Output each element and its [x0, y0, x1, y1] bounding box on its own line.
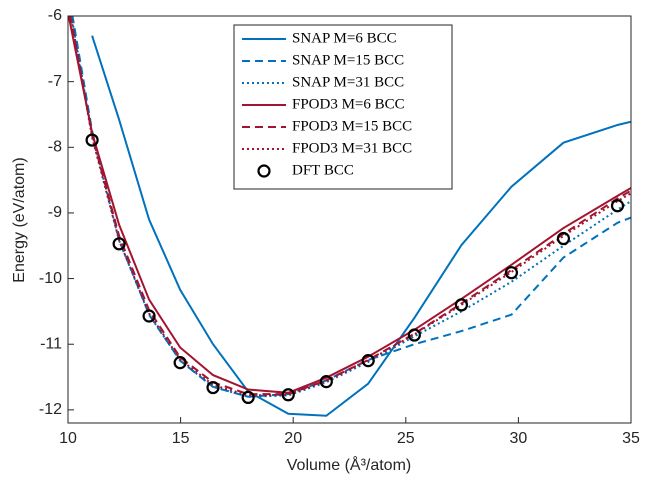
x-tick-label: 25 [397, 430, 415, 447]
y-tick-label: -12 [39, 401, 62, 418]
legend-label: SNAP M=15 BCC [292, 52, 404, 68]
legend-label: FPOD3 M=15 BCC [292, 118, 412, 134]
legend-label: FPOD3 M=31 BCC [292, 140, 412, 156]
data-point [281, 388, 295, 402]
series-line [91, 35, 631, 417]
data-point [241, 390, 255, 404]
x-tick-label: 10 [59, 430, 77, 447]
x-tick-label: 15 [172, 430, 190, 447]
x-axis-label: Volume (Å³/atom) [287, 455, 411, 474]
y-tick-label: -8 [48, 139, 62, 156]
series-line [68, 16, 631, 394]
series-line [69, 16, 631, 397]
y-axis-label: Energy (eV/atom) [11, 157, 28, 282]
legend-label: SNAP M=31 BCC [292, 74, 404, 90]
legend-box [233, 24, 453, 190]
legend-label: FPOD3 M=6 BCC [292, 96, 405, 112]
data-point [407, 328, 421, 342]
legend-marker [257, 164, 271, 178]
x-tick-label: 35 [622, 430, 640, 447]
y-tick-label: -7 [48, 73, 62, 90]
data-point [173, 356, 187, 370]
y-tick-label: -10 [39, 270, 62, 287]
data-point [319, 375, 333, 389]
legend-label: SNAP M=6 BCC [292, 30, 397, 46]
data-point [556, 231, 571, 246]
plot-content [68, 16, 631, 417]
legend-label: DFT BCC [292, 162, 354, 178]
axes-box [67, 15, 632, 424]
y-tick-label: -9 [48, 204, 62, 221]
data-point [206, 380, 220, 395]
y-tick-label: -11 [40, 335, 62, 352]
data-point [610, 199, 625, 213]
series-line [70, 16, 631, 398]
x-tick-label: 30 [510, 430, 528, 447]
data-point [85, 133, 99, 147]
series-line [71, 16, 631, 398]
data-point [361, 354, 375, 368]
data-point [454, 298, 469, 312]
x-tick-label: 20 [284, 430, 302, 447]
series-line [69, 16, 631, 396]
data-point [112, 237, 126, 251]
data-point [504, 266, 519, 280]
y-tick-label: -6 [48, 7, 62, 24]
data-point [142, 309, 156, 323]
